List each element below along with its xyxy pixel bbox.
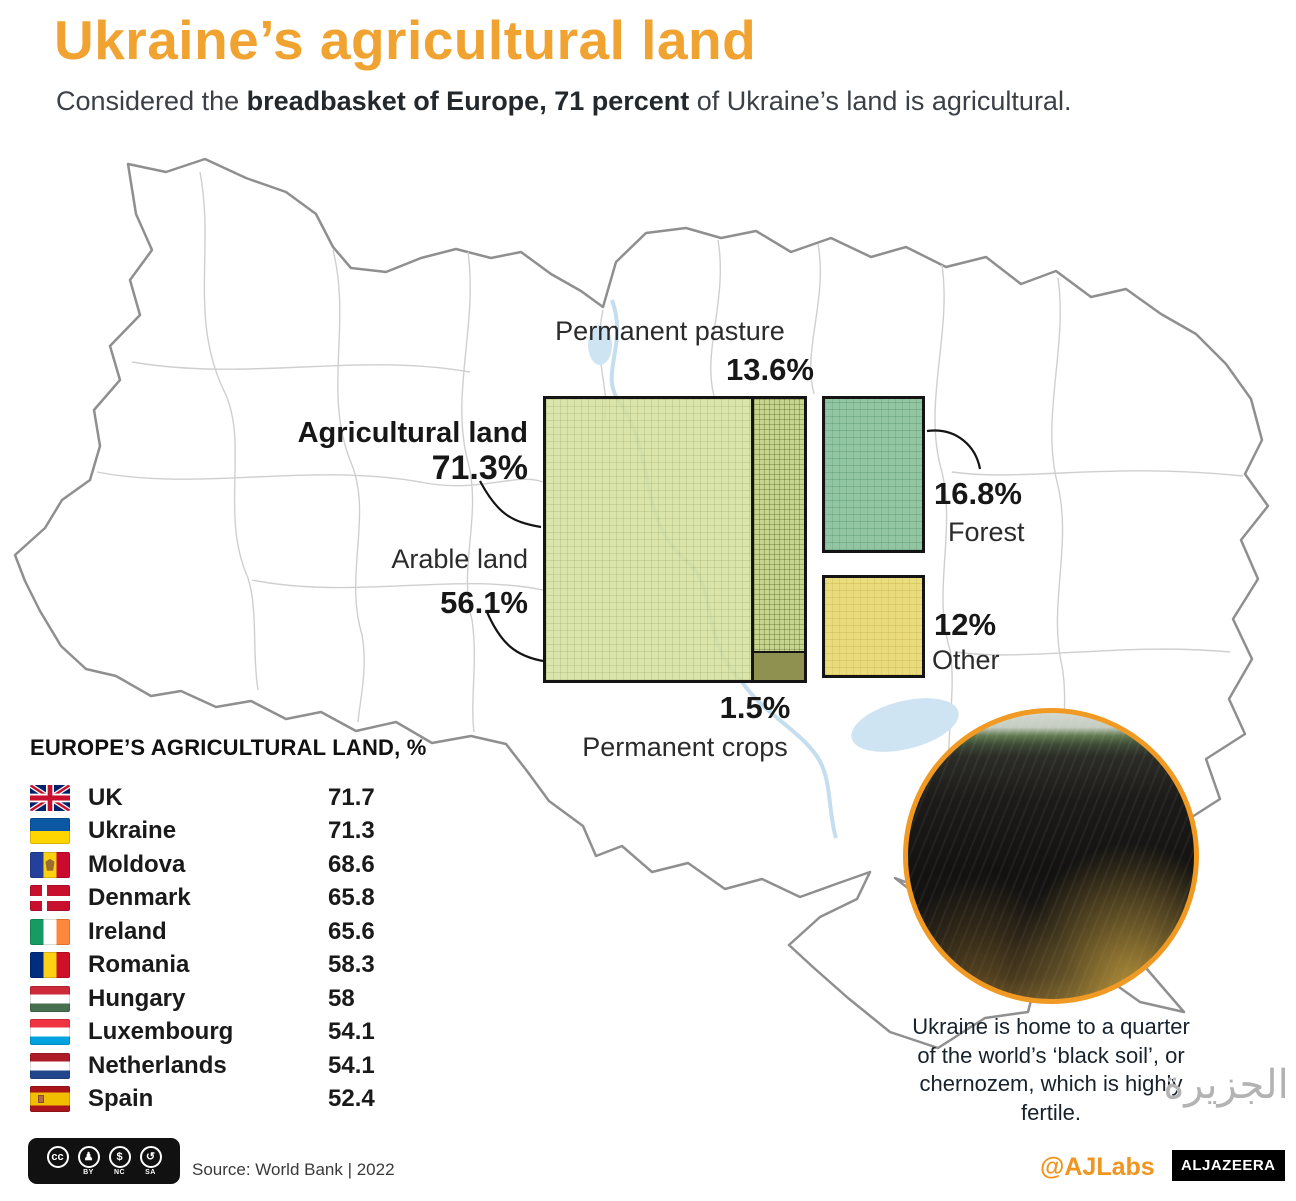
aljazeera-wordmark: ALJAZEERA — [1172, 1150, 1285, 1181]
flag-ukraine-icon — [30, 818, 70, 845]
flag-spain-icon — [30, 1086, 70, 1113]
forest-connector — [926, 429, 982, 470]
aljazeera-calligraphy-logo: الجزيرة — [1163, 1063, 1289, 1107]
arable-value: 56.1% — [440, 585, 528, 620]
table-row: Romania 58.3 — [30, 949, 460, 983]
agricultural-label: Agricultural land — [297, 417, 528, 449]
country-name: Spain — [88, 1085, 154, 1113]
forest-label: Forest — [948, 517, 1025, 547]
cc-nc-icon: $ NC — [108, 1145, 131, 1177]
table-row: Netherlands 54.1 — [30, 1049, 460, 1083]
cc-icon: cc — [46, 1145, 69, 1177]
cc-by-icon: ♟ BY — [77, 1145, 100, 1177]
other-label: Other — [932, 645, 1000, 675]
page-title: Ukraine’s agricultural land — [54, 9, 757, 71]
country-name: Hungary — [88, 984, 186, 1012]
country-name: Denmark — [88, 884, 191, 912]
table-row: Denmark 65.8 — [30, 882, 460, 916]
other-land-square — [822, 575, 925, 678]
flag-moldova-icon — [30, 851, 70, 878]
cc-license-badge: cc ♟ BY $ NC ↺ SA — [28, 1138, 180, 1184]
photo-caption: Ukraine is home to a quarter of the worl… — [912, 1014, 1190, 1125]
flag-netherlands-icon — [30, 1052, 70, 1079]
table-row: Ukraine 71.3 — [30, 815, 460, 849]
flag-denmark-icon — [30, 885, 70, 912]
subtitle-post: of Ukraine’s land is agricultural. — [689, 86, 1072, 116]
pasture-label: Permanent pasture — [555, 316, 785, 346]
country-value: 52.4 — [328, 1085, 375, 1113]
country-name: UK — [88, 783, 123, 811]
crops-value: 1.5% — [719, 690, 791, 725]
agricultural-value: 71.3% — [431, 449, 528, 487]
country-name: Netherlands — [88, 1051, 227, 1079]
table-row: Ireland 65.6 — [30, 915, 460, 949]
forest-value: 16.8% — [934, 476, 1022, 511]
country-value: 71.3 — [328, 817, 375, 845]
country-name: Luxembourg — [88, 1018, 234, 1046]
forest-square — [822, 396, 925, 553]
country-name: Romania — [88, 951, 190, 979]
arable-connector — [485, 611, 544, 663]
country-value: 54.1 — [328, 1018, 375, 1046]
flag-ireland-icon — [30, 918, 70, 945]
permanent-pasture-strip — [751, 399, 804, 680]
europe-agricultural-table: EUROPE’S AGRICULTURAL LAND, % UK 71.7 Uk… — [30, 735, 460, 1116]
flag-romania-icon — [30, 952, 70, 979]
country-value: 68.6 — [328, 850, 375, 878]
country-name: Ireland — [88, 917, 167, 945]
flag-hungary-icon — [30, 985, 70, 1012]
country-value: 65.8 — [328, 884, 375, 912]
flag-uk-icon — [30, 784, 70, 811]
kyiv-reservoir — [588, 325, 612, 365]
table-row: Spain 52.4 — [30, 1083, 460, 1117]
flag-luxembourg-icon — [30, 1019, 70, 1046]
page-subtitle: Considered the breadbasket of Europe, 71… — [56, 86, 1071, 117]
table-row: Luxembourg 54.1 — [30, 1016, 460, 1050]
country-value: 71.7 — [328, 783, 375, 811]
cc-sa-icon: ↺ SA — [139, 1145, 162, 1177]
country-name: Ukraine — [88, 817, 177, 845]
permanent-crops-square — [751, 651, 804, 680]
table-row: Hungary 58 — [30, 982, 460, 1016]
ajlabs-credit: @AJLabs — [1040, 1153, 1155, 1181]
subtitle-pre: Considered the — [56, 86, 247, 116]
pasture-value: 13.6% — [726, 352, 814, 387]
country-value: 58 — [328, 984, 355, 1012]
table-row: Moldova 68.6 — [30, 848, 460, 882]
country-name: Moldova — [88, 850, 186, 878]
label-connectors — [479, 429, 982, 663]
crops-label: Permanent crops — [582, 732, 788, 762]
subtitle-bold: breadbasket of Europe, 71 percent — [246, 86, 690, 116]
country-value: 54.1 — [328, 1051, 375, 1079]
country-value: 58.3 — [328, 951, 375, 979]
chernozem-photo — [903, 708, 1199, 1004]
source-note: Source: World Bank | 2022 — [192, 1160, 395, 1179]
other-value: 12% — [934, 607, 997, 642]
arable-label: Arable land — [391, 544, 528, 574]
reservoir — [851, 698, 959, 752]
table-row: UK 71.7 — [30, 781, 460, 815]
agricultural-connector — [479, 480, 542, 529]
table-heading: EUROPE’S AGRICULTURAL LAND, % — [30, 735, 427, 760]
country-value: 65.6 — [328, 917, 375, 945]
